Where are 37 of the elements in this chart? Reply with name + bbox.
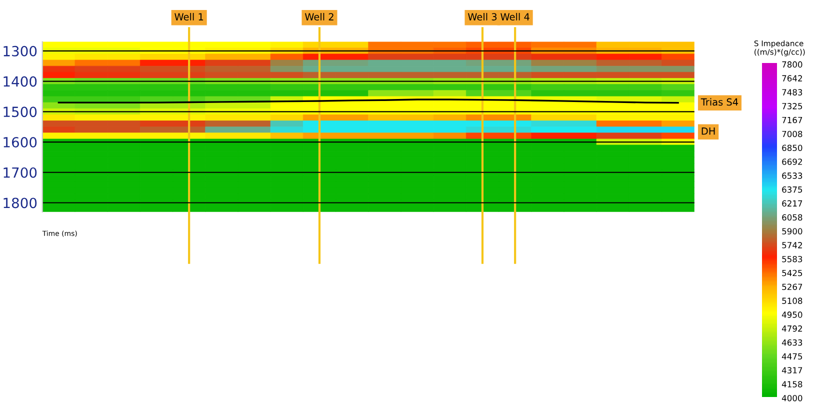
- text: Trias S4: [700, 98, 738, 106]
- color-bar-label: 5425: [782, 270, 802, 276]
- color-bar-label: 4158: [782, 381, 802, 388]
- color-bar-label: 7167: [782, 116, 802, 124]
- color-bar-label: 6217: [782, 200, 802, 207]
- color-bar-label: 5583: [782, 256, 802, 262]
- color-bar-label: 7008: [782, 130, 802, 138]
- color-bar-label: 4950: [782, 312, 802, 318]
- color-bar-label: 6058: [782, 214, 802, 221]
- x-tick-label: Well 4: [500, 12, 530, 20]
- y-tick-label: 1400: [4, 76, 37, 87]
- color-bar-label: 6850: [782, 144, 802, 152]
- y-tick-label: 1700: [4, 167, 37, 178]
- color-bar-label: 7483: [782, 89, 802, 96]
- color-bar-label: 6692: [782, 158, 802, 165]
- color-bar-label: 5267: [782, 284, 802, 290]
- x-tick-label: Well 1: [174, 12, 204, 20]
- color-bar-label: 5108: [782, 298, 802, 304]
- color-bar-label: 4633: [782, 339, 802, 346]
- color-bar-label: 5900: [782, 228, 802, 234]
- color-bar-label: 4317: [782, 367, 802, 374]
- color-bar-label: 4475: [782, 353, 802, 360]
- color-bar-label: 4792: [782, 325, 802, 332]
- y-tick-label: 1500: [4, 106, 37, 118]
- color-bar-label: 7800: [782, 61, 802, 68]
- color-bar-label: 7642: [782, 75, 802, 82]
- y-tick-label: 1600: [4, 136, 37, 148]
- color-bar-label: 6533: [782, 172, 802, 179]
- color-bar-label: 4000: [782, 394, 802, 402]
- x-tick-label: Well 3: [468, 12, 497, 20]
- color-bar-label: 7325: [782, 103, 802, 110]
- y-tick-label: 1300: [4, 46, 37, 56]
- x-tick-label: Well 2: [304, 12, 334, 20]
- y-tick-label: 1800: [4, 198, 37, 208]
- color-bar-label: 6375: [782, 186, 802, 193]
- color-bar-label: 5742: [782, 242, 802, 248]
- text: DH: [702, 128, 715, 135]
